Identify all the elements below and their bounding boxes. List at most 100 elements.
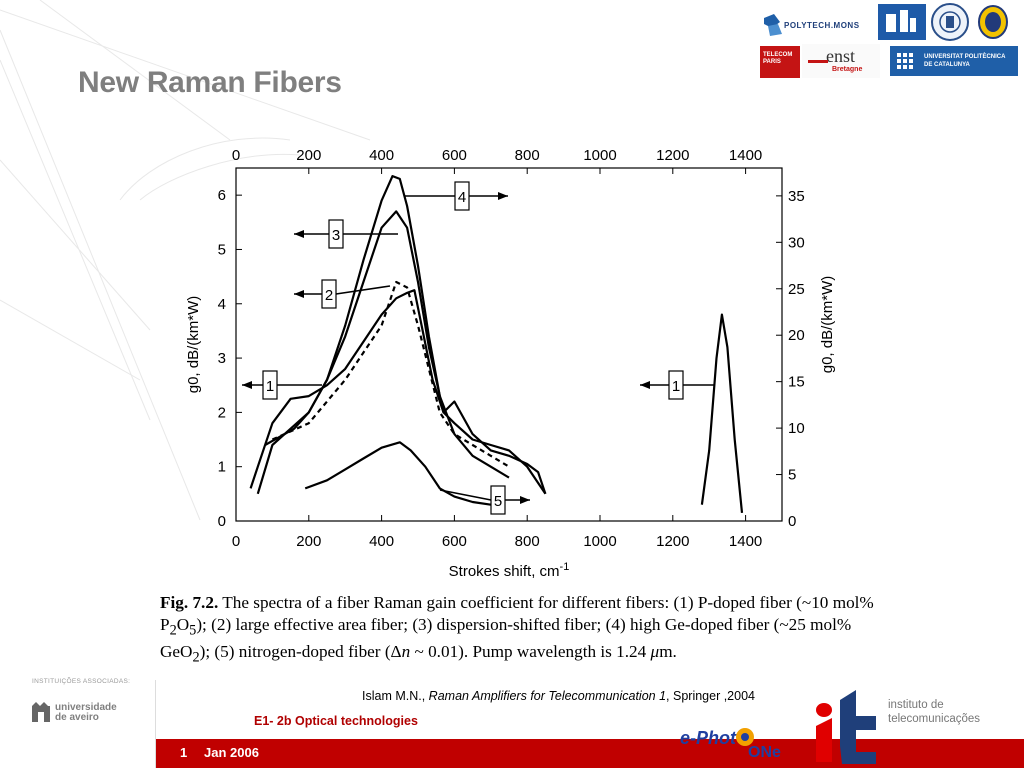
- it-line-2: telecomunicações: [888, 713, 981, 725]
- x-axis-label: Strokes shift, cm-1: [449, 561, 570, 580]
- polytech-logo: POLYTECH.MONS: [760, 12, 876, 40]
- series-line-3: [256, 210, 547, 495]
- aveiro-logo-text: universidade de aveiro: [55, 703, 117, 723]
- label-3-text: 3: [332, 227, 340, 244]
- crest-logo: [976, 4, 1010, 40]
- aveiro-line-1: universidade: [55, 702, 117, 713]
- chart-labels: 1 2 3 4 1 5: [242, 181, 714, 515]
- label-1-text: 1: [266, 378, 274, 395]
- chart-series: [249, 175, 744, 514]
- x-tick-label-bottom: 1200: [656, 533, 689, 550]
- y-tick-label-left: 0: [218, 513, 226, 530]
- figure-caption: Fig. 7.2. The spectra of a fiber Raman g…: [160, 592, 880, 669]
- label-2-arrow-line: [335, 285, 391, 295]
- x-tick-label-bottom: 200: [296, 533, 321, 550]
- y-tick-label-left: 5: [218, 241, 226, 258]
- x-tick-label-top: 400: [369, 147, 394, 164]
- chart-ticks: 0020020040040060060080080010001000120012…: [218, 147, 805, 550]
- citation-rest: , Springer ,2004: [666, 689, 755, 703]
- upc-label: UNIVERSITAT POLITÈCNICA DE CATALUNYA: [924, 54, 1006, 68]
- x-tick-label-top: 1200: [656, 147, 689, 164]
- x-tick-label-top: 600: [442, 147, 467, 164]
- citation-title: Raman Amplifiers for Telecommunication 1: [428, 689, 667, 703]
- it-logo-icon: [816, 690, 876, 764]
- y-axis-label-right: g0, dB/(km*W): [819, 276, 836, 374]
- enst-label: enst: [826, 46, 855, 66]
- aveiro-icon: [32, 702, 50, 722]
- label-3-arrow-head: [294, 230, 304, 238]
- series-line-5: [304, 441, 499, 506]
- y-tick-label-right: 5: [788, 467, 796, 484]
- enst-bretagne-logo: enst Bretagne: [802, 44, 880, 78]
- x-tick-label-bottom: 800: [515, 533, 540, 550]
- fpms-logo: [878, 4, 926, 40]
- associated-institutions-label: INSTITUIÇÕES ASSOCIADAS:: [32, 678, 131, 685]
- y-tick-label-right: 15: [788, 374, 805, 391]
- y-tick-label-right: 35: [788, 188, 805, 205]
- telecom-paris-logo: TELECOM PARIS: [760, 46, 800, 78]
- x-tick-label-top: 200: [296, 147, 321, 164]
- y-tick-label-left: 1: [218, 459, 226, 476]
- x-tick-label-bottom: 400: [369, 533, 394, 550]
- x-tick-label-bottom: 0: [232, 533, 240, 550]
- page-number: 1: [180, 745, 188, 760]
- label-2-arrow-head: [294, 290, 304, 298]
- y-tick-label-right: 0: [788, 513, 796, 530]
- series-line-2: [271, 280, 510, 468]
- label-5-arrow-head: [520, 496, 530, 504]
- x-tick-label-top: 1400: [729, 147, 762, 164]
- x-tick-label-top: 1000: [583, 147, 616, 164]
- y-tick-label-right: 30: [788, 234, 805, 251]
- ephoton-logo: e-Phot ONe: [678, 724, 808, 768]
- label-5-text: 5: [494, 493, 502, 510]
- raman-gain-chart: Strokes shift, cm-1 g0, dB/(km*W) g0, dB/(…: [185, 147, 836, 580]
- footer-divider: [155, 680, 156, 768]
- y-tick-label-left: 3: [218, 350, 226, 367]
- caption-text: The spectra of a fiber Raman gain coeffi…: [160, 593, 874, 666]
- y-tick-label-left: 2: [218, 404, 226, 421]
- y-tick-label-left: 6: [218, 187, 226, 204]
- upc-emblem: [897, 53, 913, 69]
- label-1-arrow-head: [242, 381, 252, 389]
- polytech-emblem: [764, 14, 782, 36]
- polytech-label: POLYTECH.MONS: [784, 21, 860, 30]
- citation-author: Islam M.N.,: [362, 689, 429, 703]
- y-tick-label-left: 4: [218, 296, 226, 313]
- citation: Islam M.N., Raman Amplifiers for Telecom…: [362, 689, 755, 703]
- y-tick-label-right: 20: [788, 327, 805, 344]
- label-5-arrow-line: [439, 489, 492, 501]
- it-line-1: instituto de: [888, 699, 944, 711]
- label-4-arrow-head: [498, 192, 508, 200]
- plot-frame: [235, 167, 783, 522]
- x-tick-label-top: 0: [232, 147, 240, 164]
- y-tick-label-right: 10: [788, 420, 805, 437]
- footer-bar: [156, 739, 1024, 768]
- label-4-text: 4: [458, 189, 466, 206]
- university-seal-logo: [928, 2, 972, 42]
- x-tick-label-bottom: 1400: [729, 533, 762, 550]
- it-logo-text: instituto de telecomunicações: [888, 698, 980, 726]
- series-line-1: [249, 289, 547, 495]
- ephoton-globe-icon: [736, 728, 754, 746]
- course-label: E1- 2b Optical technologies: [254, 714, 418, 728]
- series-line-1b: [700, 313, 744, 514]
- enst-sub-label: Bretagne: [832, 66, 863, 73]
- x-tick-label-top: 800: [515, 147, 540, 164]
- chart-axes: Strokes shift, cm-1 g0, dB/(km*W) g0, dB/(…: [185, 167, 836, 580]
- x-tick-label-bottom: 1000: [583, 533, 616, 550]
- slide-title: New Raman Fibers: [78, 66, 342, 99]
- y-tick-label-right: 25: [788, 281, 805, 298]
- label-1b-arrow-head: [640, 381, 650, 389]
- telecom-paris-label: TELECOM PARIS: [763, 52, 793, 65]
- y-axis-label-left: g0, dB/(km*W): [185, 296, 202, 394]
- footer-date: Jan 2006: [204, 745, 259, 760]
- label-1b-text: 1: [672, 378, 680, 395]
- series-line-4: [264, 175, 510, 479]
- upc-logo: UNIVERSITAT POLITÈCNICA DE CATALUNYA: [890, 46, 1018, 76]
- label-2-text: 2: [325, 287, 333, 304]
- ephoton-label: e-Phot: [680, 728, 736, 748]
- ephoton-one-label: ONe: [748, 744, 781, 761]
- caption-fig-label: Fig. 7.2.: [160, 593, 219, 612]
- x-tick-label-bottom: 600: [442, 533, 467, 550]
